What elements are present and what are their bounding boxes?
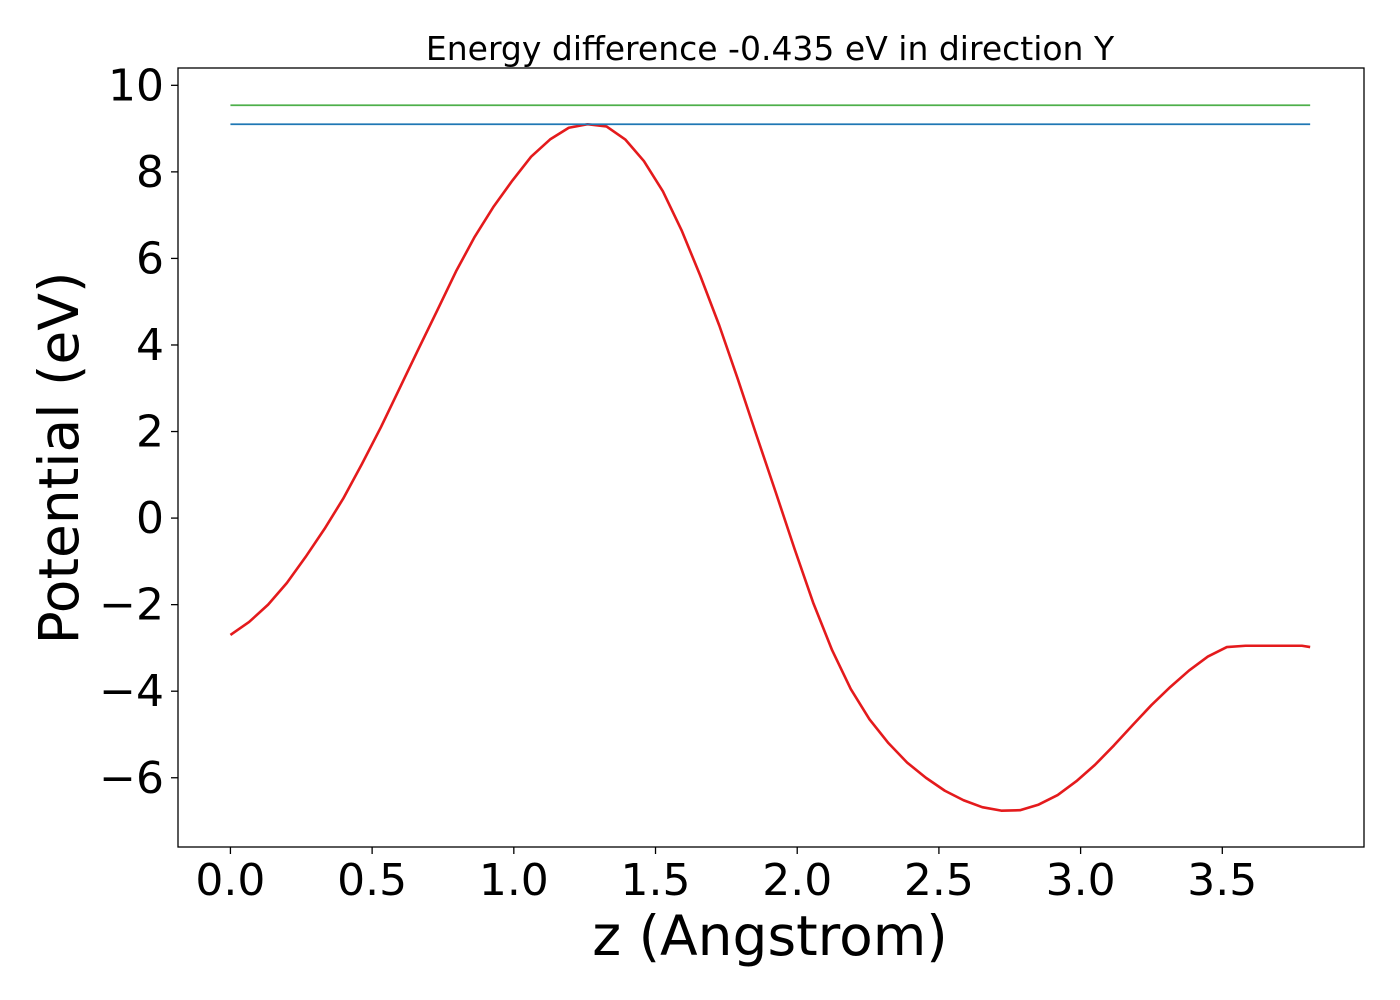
- x-tick-label: 1.0: [479, 855, 549, 906]
- x-tick-label: 0.0: [195, 855, 265, 906]
- y-tick-label: −2: [99, 580, 164, 631]
- x-tick-label: 1.5: [621, 855, 691, 906]
- y-tick-label: 2: [136, 407, 164, 458]
- plot-frame: [177, 67, 1365, 848]
- y-tick-label: 6: [136, 233, 164, 284]
- x-axis-ticks: 0.0 0.5 1.0 1.5 2.0 2.5 3.0 3.5: [195, 847, 1257, 906]
- x-tick-label: 2.5: [904, 855, 974, 906]
- y-tick-label: 4: [136, 320, 164, 371]
- y-tick-label: 8: [136, 147, 164, 198]
- y-axis-label: Potential (eV): [27, 272, 91, 645]
- x-tick-label: 0.5: [337, 855, 407, 906]
- y-tick-label: 0: [136, 493, 164, 544]
- y-axis-ticks: −6 −4 −2 0 2 4 6 8 10: [99, 60, 178, 804]
- y-tick-label: 10: [108, 60, 164, 111]
- y-tick-label: −4: [99, 666, 164, 717]
- x-axis-label: z (Angstrom): [592, 904, 948, 968]
- y-tick-label: −6: [99, 753, 164, 804]
- series-layer: [229, 104, 1311, 812]
- x-tick-label: 2.0: [762, 855, 832, 906]
- x-tick-label: 3.5: [1187, 855, 1257, 906]
- chart-title: Energy difference -0.435 eV in direction…: [426, 29, 1115, 68]
- x-tick-label: 3.0: [1046, 855, 1116, 906]
- series-line-potential: [229, 122, 1311, 812]
